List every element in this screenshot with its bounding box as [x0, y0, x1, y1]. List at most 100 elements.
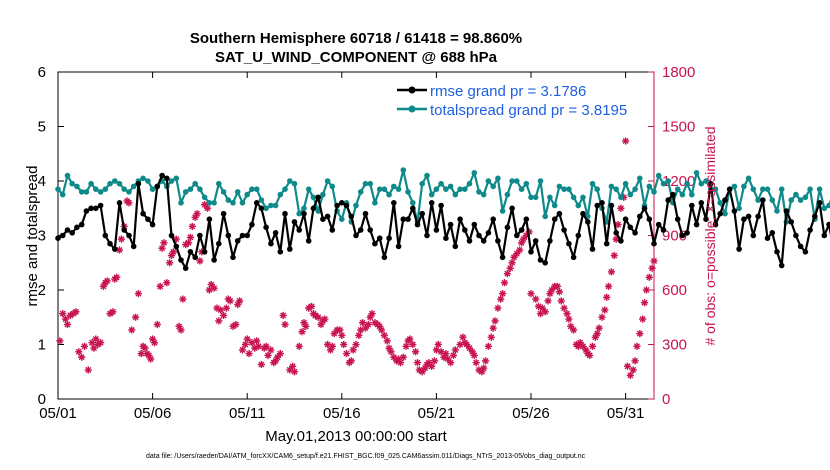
- totalspread-point: [561, 186, 567, 192]
- obs-marker-stroke: [321, 316, 328, 323]
- obs-assimilated-marker: [56, 337, 64, 345]
- totalspread-point: [400, 167, 407, 173]
- rmse-point: [230, 254, 236, 261]
- rmse-point: [698, 200, 705, 206]
- obs-assimilated-marker: [489, 324, 497, 332]
- totalspread-point: [580, 194, 586, 201]
- totalspread-point: [821, 205, 828, 212]
- totalspread-point: [655, 172, 662, 179]
- obs-marker-stroke: [109, 308, 116, 315]
- rmse-point: [708, 180, 714, 187]
- totalspread-point: [674, 186, 681, 192]
- rmse-point: [802, 249, 809, 255]
- obs-marker-stroke: [561, 305, 568, 312]
- obs-assimilated-marker: [314, 313, 322, 321]
- totalspread-point: [622, 180, 629, 187]
- totalspread-point: [107, 180, 113, 187]
- chart-title: Southern Hemisphere 60718 / 61418 = 98.8…: [190, 30, 522, 47]
- obs-assimilated-marker: [128, 326, 136, 334]
- x-tick-label: 05/01: [39, 405, 77, 422]
- totalspread-point: [405, 189, 411, 195]
- totalspread-point: [613, 186, 619, 192]
- totalspread-point: [244, 191, 250, 198]
- obs-marker-stroke: [390, 354, 397, 361]
- obs-marker-stroke: [643, 286, 650, 294]
- obs-marker-stroke: [452, 346, 459, 353]
- rmse-point: [665, 197, 671, 203]
- totalspread-point: [296, 210, 303, 217]
- rmse-point: [334, 202, 340, 209]
- totalspread-point: [523, 180, 530, 187]
- totalspread-point: [495, 175, 501, 182]
- obs-marker-stroke: [596, 325, 603, 332]
- rmse-point: [684, 230, 690, 236]
- totalspread-point: [301, 205, 307, 212]
- obs-assimilated-marker: [273, 353, 282, 361]
- y-tick-label: 5: [38, 119, 46, 136]
- obs-marker-stroke: [300, 319, 307, 326]
- obs-marker-stroke: [371, 319, 378, 326]
- totalspread-point: [187, 186, 194, 192]
- obs-marker-stroke: [179, 296, 186, 303]
- rmse-point: [400, 216, 407, 222]
- obs-marker-stroke: [473, 359, 480, 366]
- obs-marker-stroke: [147, 356, 154, 363]
- obs-assimilated-marker: [399, 353, 407, 361]
- totalspread-point: [722, 210, 728, 217]
- obs-assimilated-marker: [622, 137, 630, 145]
- totalspread-point: [755, 197, 761, 203]
- obs-assimilated-marker: [516, 246, 524, 254]
- totalspread-point: [305, 186, 312, 192]
- obs-marker-stroke: [113, 274, 120, 281]
- obs-marker-stroke: [253, 337, 260, 344]
- totalspread-point: [339, 216, 345, 222]
- totalspread-point: [239, 200, 246, 206]
- rmse-point: [69, 230, 75, 236]
- rmse-point: [234, 238, 241, 244]
- totalspread-point: [263, 205, 269, 212]
- totalspread-point: [788, 197, 794, 203]
- totalspread-point: [797, 197, 804, 203]
- totalspread-point: [443, 186, 449, 192]
- obs-marker-stroke: [154, 321, 161, 328]
- obs-marker-stroke: [570, 326, 577, 333]
- totalspread-point: [88, 180, 94, 187]
- obs-marker-stroke: [532, 296, 539, 303]
- rmse-point: [622, 216, 629, 222]
- obs-marker-stroke: [324, 341, 331, 348]
- obs-marker-stroke: [176, 323, 183, 330]
- obs-assimilated-marker: [560, 304, 568, 312]
- totalspread-point: [679, 191, 686, 198]
- rmse-point: [731, 208, 738, 214]
- obs-marker-stroke: [138, 350, 145, 357]
- rmse-point: [769, 230, 776, 236]
- totalspread-point: [428, 191, 435, 198]
- obs-marker-stroke: [428, 363, 435, 370]
- x-tick-label: 05/26: [512, 405, 550, 422]
- obs-assimilated-marker: [604, 282, 613, 290]
- obs-marker-stroke: [376, 323, 383, 330]
- legend-rmse-marker: [408, 86, 416, 94]
- obs-marker-stroke: [624, 363, 631, 370]
- totalspread-point: [367, 180, 374, 187]
- totalspread-point: [717, 200, 723, 206]
- rmse-point: [561, 227, 567, 233]
- rmse-point: [282, 210, 288, 217]
- totalspread-point: [173, 175, 180, 182]
- totalspread-point: [253, 186, 260, 192]
- totalspread-point: [249, 186, 255, 192]
- totalspread-point: [206, 200, 213, 206]
- rmse-point: [518, 227, 525, 233]
- obs-assimilated-marker: [186, 233, 195, 241]
- obs-marker-stroke: [580, 343, 587, 350]
- obs-assimilated-marker: [219, 311, 228, 320]
- obs-marker-stroke: [397, 359, 404, 366]
- totalspread-point: [476, 189, 482, 195]
- obs-marker-stroke: [263, 343, 270, 350]
- rmse-point: [679, 232, 686, 239]
- obs-marker-stroke: [414, 359, 421, 366]
- totalspread-point: [537, 178, 544, 184]
- y-tick-label: 1: [38, 337, 46, 354]
- totalspread-point: [282, 186, 288, 192]
- totalspread-point: [268, 202, 274, 209]
